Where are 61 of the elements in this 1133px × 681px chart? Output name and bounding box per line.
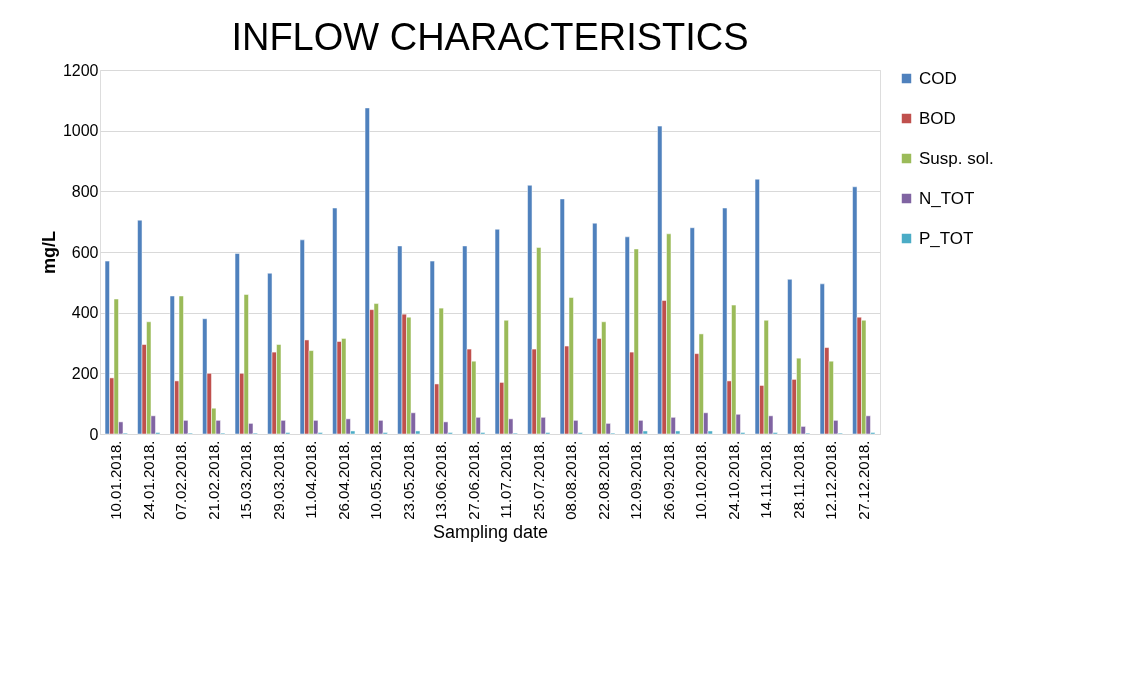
bar <box>137 219 143 435</box>
x-tick-label: 11.04.2018. <box>302 440 320 519</box>
bar <box>104 260 110 435</box>
y-tick-label: 600 <box>71 243 99 261</box>
chart-title: INFLOW CHARACTERISTICS <box>231 16 749 58</box>
x-tick-label: 25.07.2018. <box>529 440 547 520</box>
bar <box>592 222 598 435</box>
bar <box>494 229 500 435</box>
y-tick-label: 1000 <box>62 122 99 140</box>
bar <box>364 107 370 435</box>
x-tick-label: 27.06.2018. <box>464 440 482 520</box>
bar <box>169 295 175 435</box>
y-tick-label: 200 <box>71 364 99 382</box>
bar <box>429 260 435 435</box>
x-tick-label: 10.10.2018. <box>692 440 710 520</box>
bar <box>267 272 273 435</box>
bar <box>559 198 565 435</box>
x-tick-label: 23.05.2018. <box>399 440 417 520</box>
bar <box>202 318 208 435</box>
x-tick-label: 26.04.2018. <box>334 440 352 520</box>
bar <box>462 245 468 435</box>
x-tick-label: 28.11.2018. <box>789 440 807 519</box>
bar <box>722 207 728 435</box>
bar <box>234 253 240 435</box>
bar <box>527 185 533 435</box>
y-tick-label: 1200 <box>62 61 99 79</box>
x-axis-title: Sampling date <box>432 521 549 542</box>
legend-label: COD <box>919 68 957 88</box>
x-tick-label: 27.12.2018. <box>854 440 872 520</box>
x-tick-label: 10.01.2018. <box>107 440 125 520</box>
x-tick-label: 24.01.2018. <box>139 440 157 520</box>
x-tick-label: 13.06.2018. <box>432 440 450 520</box>
x-tick-label: 10.05.2018. <box>367 440 385 520</box>
x-tick-label: 08.08.2018. <box>562 440 580 520</box>
x-tick-label: 11.07.2018. <box>497 440 515 519</box>
legend-label: N_TOT <box>919 188 975 208</box>
bar <box>787 279 793 435</box>
legend-label: P_TOT <box>919 228 974 248</box>
legend-label: Susp. sol. <box>919 148 994 168</box>
bar <box>624 236 630 435</box>
bar <box>754 178 760 435</box>
x-tick-label: 07.02.2018. <box>172 440 190 520</box>
bar <box>689 227 695 435</box>
x-tick-label: 14.11.2018. <box>757 440 775 519</box>
bar <box>852 186 858 435</box>
x-tick-label: 26.09.2018. <box>659 440 677 520</box>
bar <box>332 207 338 435</box>
y-tick-label: 800 <box>71 182 99 200</box>
x-tick-label: 24.10.2018. <box>724 440 742 520</box>
x-tick-label: 21.02.2018. <box>204 440 222 520</box>
y-tick-label: 0 <box>89 425 99 443</box>
x-tick-label: 29.03.2018. <box>269 440 287 520</box>
y-axis-title: mg/L <box>38 231 59 274</box>
x-tick-label: 22.08.2018. <box>594 440 612 520</box>
x-tick-label: 12.09.2018. <box>627 440 645 520</box>
bar <box>397 245 403 435</box>
bar <box>657 125 663 435</box>
x-tick-label: 15.03.2018. <box>237 440 255 520</box>
y-tick-label: 400 <box>71 304 99 322</box>
legend-label: BOD <box>919 108 956 128</box>
x-tick-label: 12.12.2018. <box>822 440 840 520</box>
